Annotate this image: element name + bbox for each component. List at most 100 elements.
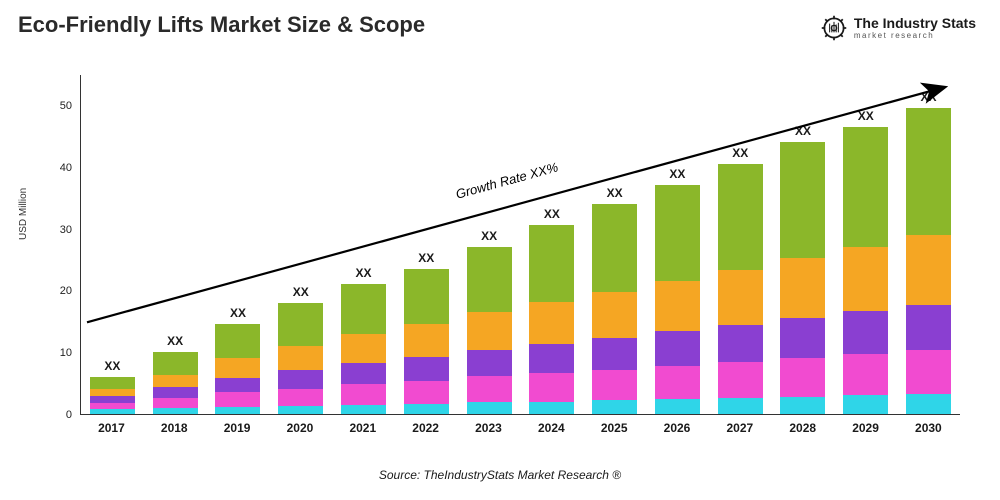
- bar-segment: [215, 378, 260, 393]
- x-label: 2028: [780, 421, 825, 435]
- bar-segment: [780, 397, 825, 414]
- bar-segment: [592, 204, 637, 292]
- bar-segment: [404, 404, 449, 415]
- bar-segment: [655, 399, 700, 414]
- bar-segment: [215, 392, 260, 406]
- bar-value-label: XX: [230, 306, 246, 320]
- bar-segment: [341, 363, 386, 385]
- bar-segment: [906, 350, 951, 394]
- bar-segment: [655, 185, 700, 280]
- bar-segment: [90, 409, 135, 414]
- bar-column: XX: [467, 247, 512, 414]
- bar-column: XX: [278, 303, 323, 414]
- bar-segment: [529, 373, 574, 401]
- chart-area: XXXXXXXXXXXXXXXXXXXXXXXXXXXX 20172018201…: [80, 75, 960, 415]
- bar-value-label: XX: [418, 251, 434, 265]
- x-label: 2030: [906, 421, 951, 435]
- bar-column: XX: [341, 284, 386, 414]
- x-label: 2020: [277, 421, 322, 435]
- bar-column: XX: [404, 269, 449, 414]
- bar-segment: [341, 334, 386, 363]
- bar-segment: [153, 387, 198, 398]
- bar-segment: [592, 370, 637, 401]
- bar-column: XX: [843, 127, 888, 414]
- bar-segment: [906, 108, 951, 235]
- bar-value-label: XX: [293, 285, 309, 299]
- bar-segment: [341, 384, 386, 404]
- bar-segment: [467, 402, 512, 414]
- bar-value-label: XX: [356, 266, 372, 280]
- bar-segment: [592, 400, 637, 414]
- y-tick: 40: [50, 162, 80, 174]
- bar-column: XX: [780, 142, 825, 414]
- y-tick: 10: [50, 347, 80, 359]
- x-label: 2029: [843, 421, 888, 435]
- bar-segment: [906, 394, 951, 414]
- y-tick: 0: [50, 409, 80, 421]
- bar-segment: [718, 325, 763, 362]
- bar-segment: [90, 396, 135, 403]
- x-label: 2021: [340, 421, 385, 435]
- bar-column: XX: [592, 204, 637, 414]
- bar-value-label: XX: [481, 229, 497, 243]
- x-label: 2019: [215, 421, 260, 435]
- bar-segment: [278, 389, 323, 406]
- bar-segment: [341, 405, 386, 414]
- bar-segment: [718, 362, 763, 398]
- bar-segment: [278, 406, 323, 414]
- bar-column: XX: [90, 377, 135, 414]
- bar-segment: [404, 381, 449, 404]
- bar-segment: [153, 398, 198, 408]
- bar-segment: [843, 311, 888, 354]
- bar-segment: [529, 225, 574, 301]
- bar-segment: [153, 408, 198, 414]
- bar-segment: [592, 292, 637, 338]
- bar-segment: [655, 331, 700, 366]
- bar-segment: [404, 269, 449, 325]
- bar-segment: [780, 258, 825, 318]
- bar-column: XX: [215, 324, 260, 414]
- bar-segment: [906, 235, 951, 305]
- bar-segment: [718, 164, 763, 270]
- bar-segment: [404, 324, 449, 357]
- logo-line1: The Industry Stats: [854, 16, 976, 30]
- bar-segment: [529, 302, 574, 344]
- bar-value-label: XX: [104, 359, 120, 373]
- bar-segment: [90, 389, 135, 396]
- page-title: Eco-Friendly Lifts Market Size & Scope: [18, 12, 425, 38]
- bar-column: XX: [655, 185, 700, 414]
- bar-value-label: XX: [732, 146, 748, 160]
- bar-segment: [467, 376, 512, 402]
- bar-segment: [718, 398, 763, 414]
- bar-segment: [780, 358, 825, 397]
- x-label: 2025: [592, 421, 637, 435]
- bar-segment: [780, 142, 825, 258]
- x-label: 2018: [152, 421, 197, 435]
- bar-value-label: XX: [669, 167, 685, 181]
- bar-value-label: XX: [858, 109, 874, 123]
- bar-segment: [278, 303, 323, 346]
- x-labels: 2017201820192020202120222023202420252026…: [80, 415, 960, 435]
- bar-segment: [215, 324, 260, 358]
- y-axis-label: USD Million: [18, 188, 29, 240]
- y-tick: 20: [50, 285, 80, 297]
- bar-value-label: XX: [607, 186, 623, 200]
- bar-segment: [467, 350, 512, 377]
- bar-segment: [467, 312, 512, 350]
- bar-segment: [215, 358, 260, 377]
- bar-value-label: XX: [795, 124, 811, 138]
- x-label: 2027: [717, 421, 762, 435]
- bars-container: XXXXXXXXXXXXXXXXXXXXXXXXXXXX: [80, 75, 960, 415]
- y-tick: 50: [50, 100, 80, 112]
- y-tick: 30: [50, 224, 80, 236]
- bar-segment: [592, 338, 637, 370]
- bar-segment: [843, 354, 888, 395]
- bar-segment: [278, 370, 323, 389]
- x-label: 2017: [89, 421, 134, 435]
- bar-segment: [718, 270, 763, 325]
- source-label: Source: TheIndustryStats Market Research…: [0, 468, 1000, 482]
- x-label: 2023: [466, 421, 511, 435]
- bar-segment: [215, 407, 260, 414]
- bar-column: XX: [906, 108, 951, 414]
- bar-segment: [529, 344, 574, 374]
